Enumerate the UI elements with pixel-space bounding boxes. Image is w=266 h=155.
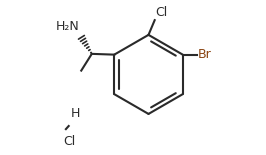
- Text: H: H: [70, 107, 80, 120]
- Text: H₂N: H₂N: [56, 20, 80, 33]
- Text: Cl: Cl: [63, 135, 76, 148]
- Text: Br: Br: [198, 48, 211, 61]
- Text: Cl: Cl: [155, 6, 167, 19]
